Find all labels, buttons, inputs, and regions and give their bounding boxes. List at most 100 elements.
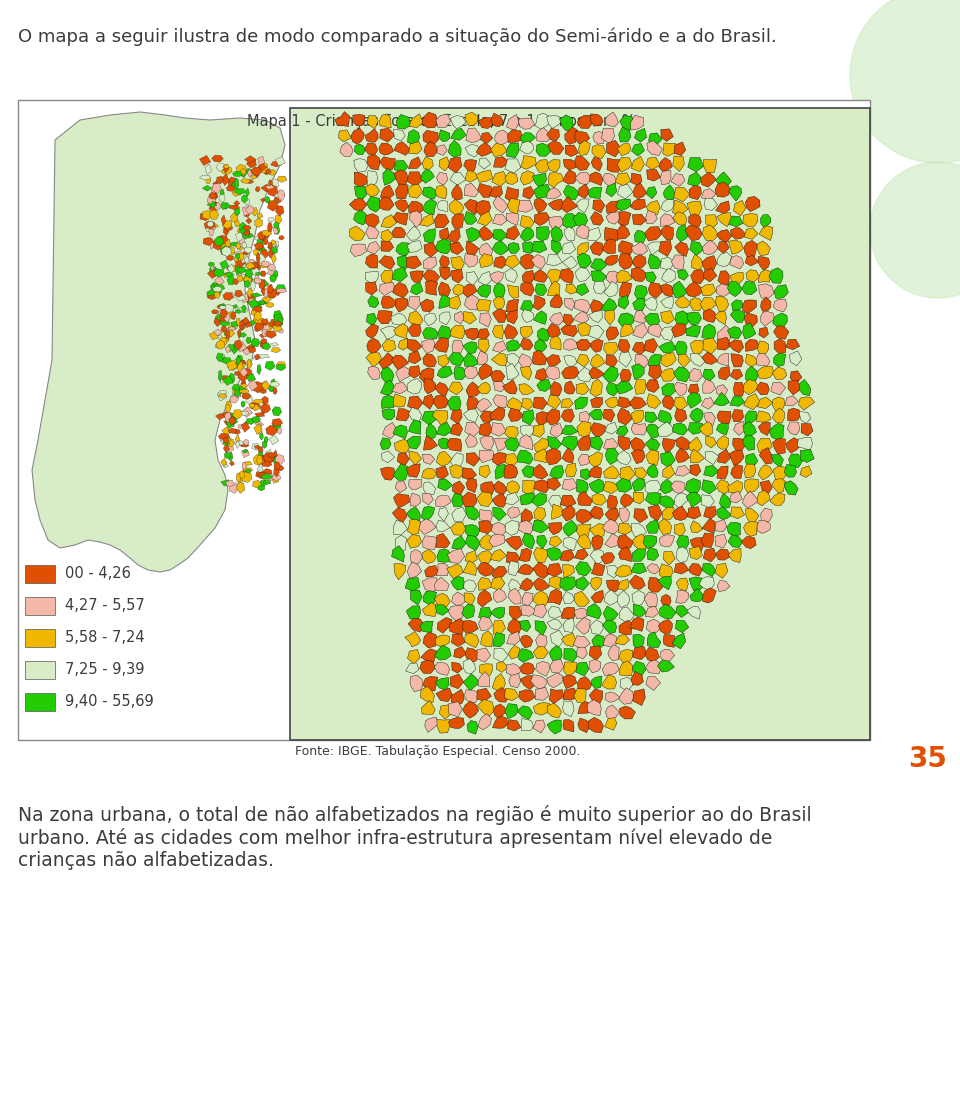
Polygon shape [492, 523, 506, 536]
Polygon shape [277, 317, 283, 327]
Polygon shape [647, 169, 660, 181]
Polygon shape [589, 409, 603, 420]
Polygon shape [259, 333, 265, 338]
Polygon shape [254, 445, 259, 449]
Polygon shape [784, 481, 798, 495]
Polygon shape [213, 181, 219, 188]
Polygon shape [265, 196, 270, 203]
Polygon shape [383, 168, 396, 186]
Polygon shape [505, 536, 522, 550]
Polygon shape [789, 351, 802, 366]
Polygon shape [275, 454, 284, 465]
Polygon shape [704, 159, 717, 172]
Polygon shape [605, 398, 618, 408]
Polygon shape [660, 311, 675, 324]
Polygon shape [407, 436, 420, 449]
Polygon shape [438, 282, 450, 297]
Polygon shape [577, 367, 591, 382]
Polygon shape [576, 480, 588, 493]
Polygon shape [393, 425, 407, 439]
Polygon shape [687, 158, 704, 172]
Polygon shape [616, 199, 631, 211]
Polygon shape [491, 608, 505, 619]
Polygon shape [432, 410, 448, 424]
Polygon shape [450, 325, 466, 338]
Polygon shape [365, 183, 379, 197]
Polygon shape [532, 241, 547, 253]
Polygon shape [366, 225, 379, 239]
Polygon shape [533, 520, 549, 533]
Polygon shape [478, 577, 492, 590]
Polygon shape [603, 482, 619, 494]
Polygon shape [465, 328, 480, 340]
Polygon shape [464, 211, 477, 224]
Polygon shape [268, 386, 273, 391]
Polygon shape [223, 272, 229, 277]
Polygon shape [225, 272, 234, 277]
Polygon shape [394, 212, 408, 225]
Polygon shape [422, 676, 438, 691]
Text: 9,40 - 55,69: 9,40 - 55,69 [65, 695, 154, 709]
Polygon shape [396, 409, 410, 421]
Polygon shape [478, 272, 492, 286]
Polygon shape [685, 325, 701, 337]
Polygon shape [746, 366, 758, 383]
Polygon shape [421, 506, 435, 522]
Polygon shape [647, 464, 659, 477]
Polygon shape [648, 505, 662, 522]
Polygon shape [396, 535, 407, 552]
Polygon shape [706, 436, 716, 448]
Polygon shape [266, 169, 272, 175]
Polygon shape [255, 421, 264, 427]
Polygon shape [243, 251, 249, 255]
Polygon shape [258, 278, 265, 290]
Polygon shape [591, 676, 602, 688]
Polygon shape [531, 254, 545, 270]
Polygon shape [577, 199, 589, 213]
Polygon shape [228, 329, 235, 337]
Polygon shape [269, 386, 275, 392]
Polygon shape [536, 159, 550, 172]
Polygon shape [261, 474, 273, 480]
Polygon shape [576, 382, 589, 394]
Polygon shape [758, 256, 770, 271]
Polygon shape [235, 265, 240, 275]
Polygon shape [436, 114, 451, 127]
Polygon shape [367, 241, 380, 254]
Polygon shape [392, 228, 406, 238]
Polygon shape [237, 307, 249, 313]
Polygon shape [536, 661, 549, 676]
Polygon shape [506, 225, 519, 240]
Polygon shape [635, 467, 647, 480]
Polygon shape [476, 299, 492, 312]
Polygon shape [239, 228, 250, 234]
Polygon shape [350, 244, 367, 256]
Polygon shape [272, 347, 280, 352]
Polygon shape [248, 380, 258, 391]
Polygon shape [678, 270, 688, 281]
Polygon shape [759, 225, 773, 241]
Polygon shape [236, 473, 241, 482]
Polygon shape [216, 162, 224, 171]
Polygon shape [606, 212, 620, 224]
Polygon shape [254, 354, 260, 360]
Polygon shape [534, 311, 546, 325]
Polygon shape [660, 496, 674, 509]
Polygon shape [547, 720, 562, 734]
Polygon shape [383, 422, 398, 439]
Polygon shape [744, 314, 757, 328]
Polygon shape [535, 339, 547, 352]
Polygon shape [590, 354, 605, 368]
Polygon shape [700, 297, 716, 311]
Polygon shape [646, 450, 659, 465]
Polygon shape [236, 165, 247, 175]
Polygon shape [254, 305, 262, 309]
Polygon shape [450, 172, 466, 186]
Polygon shape [409, 114, 423, 127]
Polygon shape [677, 536, 689, 549]
Polygon shape [392, 546, 404, 562]
Polygon shape [479, 520, 494, 534]
Polygon shape [520, 227, 534, 242]
Polygon shape [758, 465, 773, 480]
Polygon shape [602, 675, 616, 690]
